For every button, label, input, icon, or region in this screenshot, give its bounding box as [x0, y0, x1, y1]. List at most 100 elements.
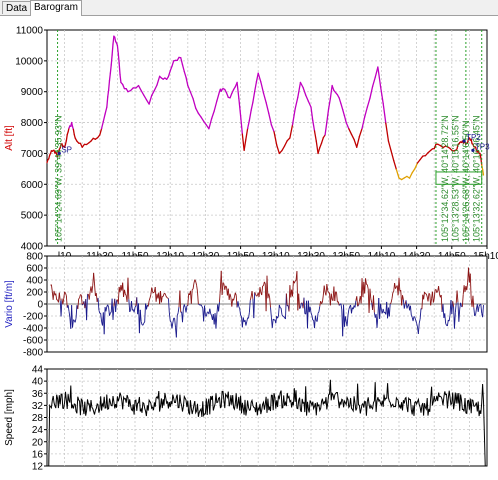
vario-line-segment — [348, 306, 351, 310]
altitude-line-segment — [181, 64, 185, 73]
vario-line-segment — [451, 301, 454, 315]
altitude-line-segment — [153, 84, 158, 92]
vario-line-segment — [191, 288, 194, 290]
vario-line-segment — [365, 278, 367, 285]
altitude-line-segment — [257, 72, 262, 83]
altitude-line-segment — [273, 131, 278, 146]
vario-line-segment — [79, 294, 81, 298]
altitude-line-segment — [350, 133, 355, 141]
vario-line-segment — [410, 315, 413, 318]
vario-line-segment — [421, 294, 424, 310]
vario-line-segment — [60, 298, 63, 317]
vario-line-segment — [293, 280, 296, 284]
altitude-line-segment — [107, 89, 110, 98]
vario-line-segment — [105, 306, 108, 312]
altitude-line-segment — [353, 138, 358, 148]
vario-line-segment — [401, 295, 403, 306]
altitude-line-segment — [109, 64, 112, 74]
vario-line-segment — [436, 290, 439, 293]
altitude-line-segment — [395, 168, 400, 179]
vario-line-segment — [278, 304, 281, 308]
vario-line-segment — [65, 295, 68, 308]
vario-line-segment — [318, 306, 321, 312]
vario-line-segment — [292, 280, 294, 297]
altitude-line-segment — [369, 85, 374, 99]
altitude-ytick-label: 6000 — [21, 180, 44, 191]
vario-line-segment — [446, 319, 449, 326]
vario-line-segment — [107, 304, 110, 308]
altitude-line-segment — [302, 86, 307, 96]
altitude-line-segment — [171, 60, 175, 67]
vario-line-segment — [382, 308, 385, 313]
vario-line-segment — [369, 288, 372, 299]
altitude-line-segment — [281, 145, 286, 152]
vario-line-segment — [164, 293, 167, 296]
altitude-line-segment — [324, 121, 328, 136]
altitude-line-segment — [387, 140, 392, 152]
start-coordinate-label: 105°14'24.69"W, 39°44'35.93"N — [54, 115, 64, 242]
vario-line-segment — [314, 315, 317, 321]
vario-line-segment — [103, 307, 106, 335]
altitude-line-segment — [366, 97, 371, 108]
altitude-line-segment — [371, 76, 376, 88]
vario-line-segment — [142, 322, 145, 326]
vario-line-segment — [249, 296, 252, 301]
vario-line-segment — [428, 292, 431, 295]
vario-line-segment — [74, 318, 77, 323]
altitude-line-segment — [187, 84, 192, 93]
vario-line-segment — [285, 293, 288, 307]
vario-line-segment — [268, 293, 271, 298]
vario-line-segment — [334, 291, 337, 302]
vario-line-segment — [269, 297, 271, 308]
vario-line-segment — [177, 306, 180, 313]
vario-line-segment — [445, 323, 447, 326]
vario-line-segment — [200, 304, 203, 307]
vario-line-segment — [270, 307, 272, 318]
vario-line-segment — [364, 278, 367, 294]
altitude-line-segment — [102, 113, 106, 123]
vario-line-segment — [144, 303, 147, 323]
vario-line-segment — [233, 296, 235, 301]
vario-line-segment — [433, 289, 436, 299]
vario-line-segment — [356, 296, 359, 307]
vario-line-segment — [124, 293, 127, 296]
vario-line-segment — [424, 291, 426, 294]
vario-ylabel: Vario [ft/m] — [4, 280, 15, 328]
altitude-line-segment — [299, 81, 304, 89]
vario-line-segment — [95, 293, 98, 302]
altitude-line-segment — [433, 143, 437, 150]
waypoint-label: TP2 — [466, 133, 481, 142]
vario-line-segment — [128, 299, 131, 312]
altitude-line-segment — [118, 62, 121, 76]
vario-line-segment — [224, 285, 227, 290]
vario-line-segment — [321, 295, 324, 303]
tab-barogram[interactable]: Barogram — [30, 0, 82, 16]
vario-line-segment — [347, 309, 350, 316]
vario-line-segment — [380, 303, 382, 311]
altitude-line-segment — [112, 35, 115, 45]
vario-line-segment — [390, 298, 393, 303]
vario-line-segment — [129, 310, 131, 313]
vario-line-segment — [77, 298, 80, 310]
altitude-line-segment — [331, 84, 335, 92]
vario-line-segment — [139, 309, 142, 322]
vario-line-segment — [239, 308, 242, 316]
altitude-line-segment — [260, 81, 265, 94]
vario-line-segment — [165, 295, 168, 298]
vario-line-segment — [109, 312, 111, 316]
altitude-line-segment — [225, 92, 229, 99]
altitude-line-segment — [200, 116, 205, 122]
vario-line-segment — [373, 295, 375, 313]
altitude-line-segment — [358, 127, 363, 138]
altitude-line-segment — [169, 65, 173, 72]
vario-line-segment — [263, 281, 266, 284]
altitude-ylabel: Alt [ft] — [4, 125, 15, 151]
vario-line-segment — [368, 288, 371, 313]
altitude-line-segment — [390, 150, 395, 162]
altitude-line-segment — [241, 133, 245, 151]
vario-line-segment — [175, 315, 178, 338]
altitude-line-segment — [255, 72, 259, 83]
vario-line-segment — [246, 317, 249, 322]
vario-line-segment — [110, 311, 112, 314]
altitude-line-segment — [374, 66, 379, 78]
